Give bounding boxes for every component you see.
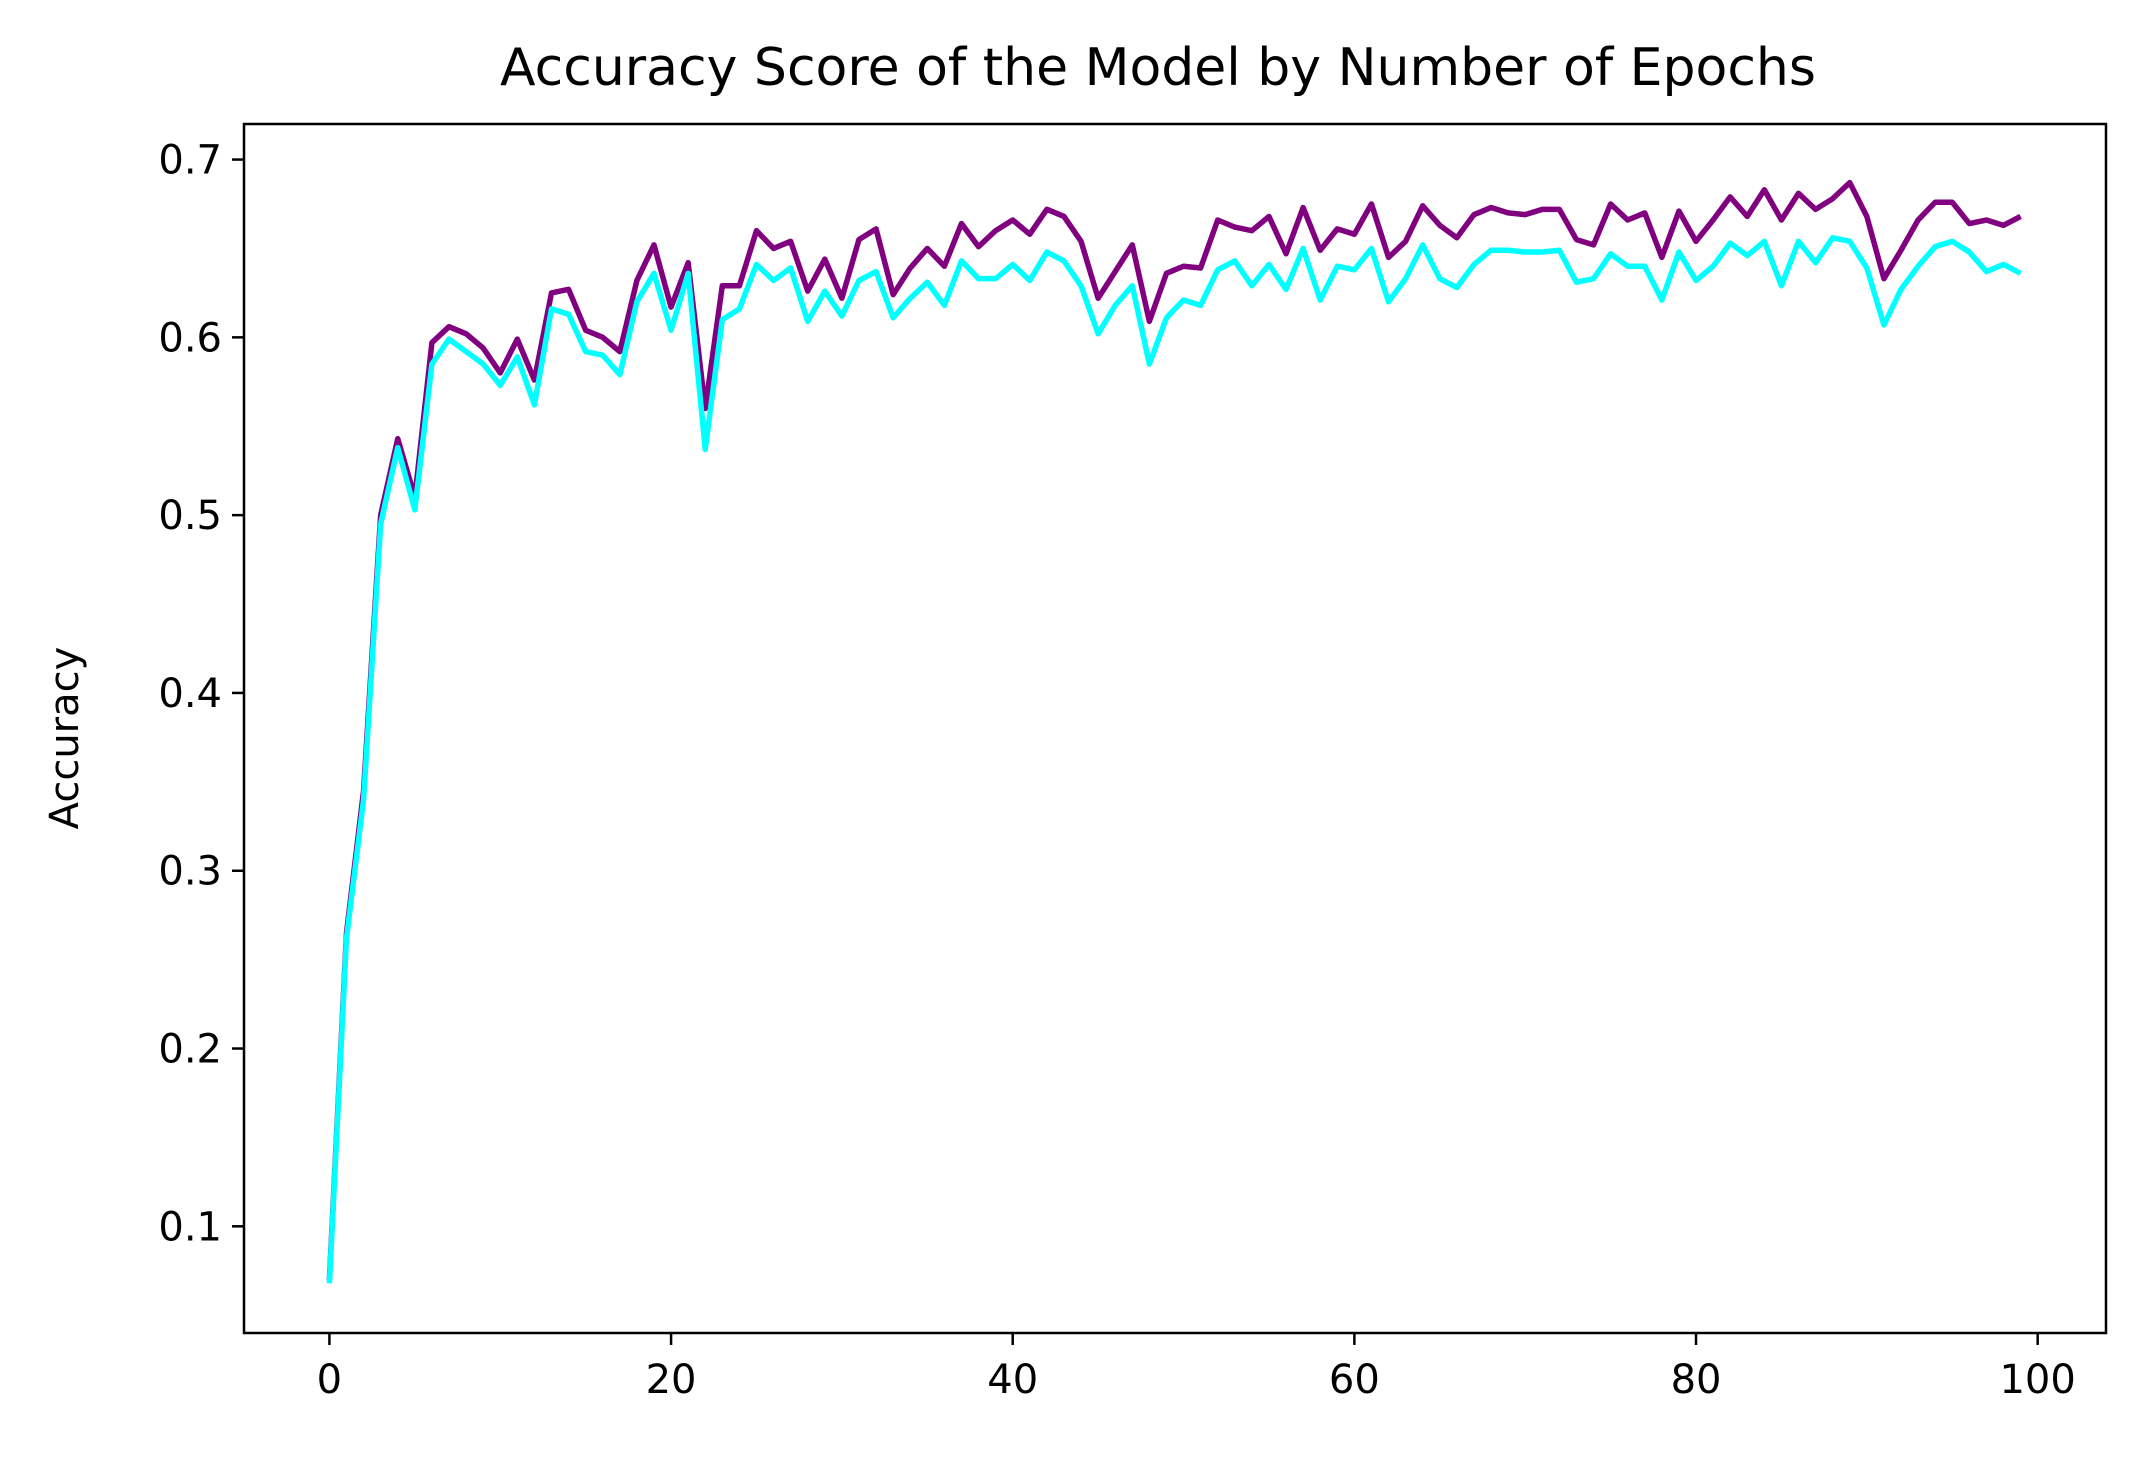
- y-tick-label: 0.4: [158, 671, 222, 717]
- series-line-2: [326, 235, 2022, 1284]
- y-tick-label: 0.7: [158, 138, 222, 184]
- x-tick-label: 60: [1329, 1357, 1380, 1403]
- series-layer: [326, 179, 2022, 1284]
- y-tick-label: 0.3: [158, 849, 222, 895]
- x-tick-label: 40: [987, 1357, 1038, 1403]
- plot-frame: [242, 122, 2108, 1335]
- y-tick-label: 0.1: [158, 1204, 222, 1250]
- x-tick-label: 80: [1671, 1357, 1722, 1403]
- series-line-1: [326, 179, 2022, 1280]
- x-tick-label: 20: [646, 1357, 697, 1403]
- x-tick-label: 100: [1999, 1357, 2075, 1403]
- chart-title: Accuracy Score of the Model by Number of…: [500, 38, 1816, 98]
- x-axis-ticks: 0 20 40 60 80 100: [317, 1333, 2076, 1403]
- y-tick-label: 0.5: [158, 493, 222, 539]
- y-tick-label: 0.6: [158, 315, 222, 361]
- y-tick-label: 0.2: [158, 1027, 222, 1073]
- y-axis-label: Accuracy: [42, 647, 88, 830]
- y-axis-ticks: 0.1 0.2 0.3 0.4 0.5 0.6 0.7: [158, 138, 244, 1250]
- x-tick-label: 0: [317, 1357, 342, 1403]
